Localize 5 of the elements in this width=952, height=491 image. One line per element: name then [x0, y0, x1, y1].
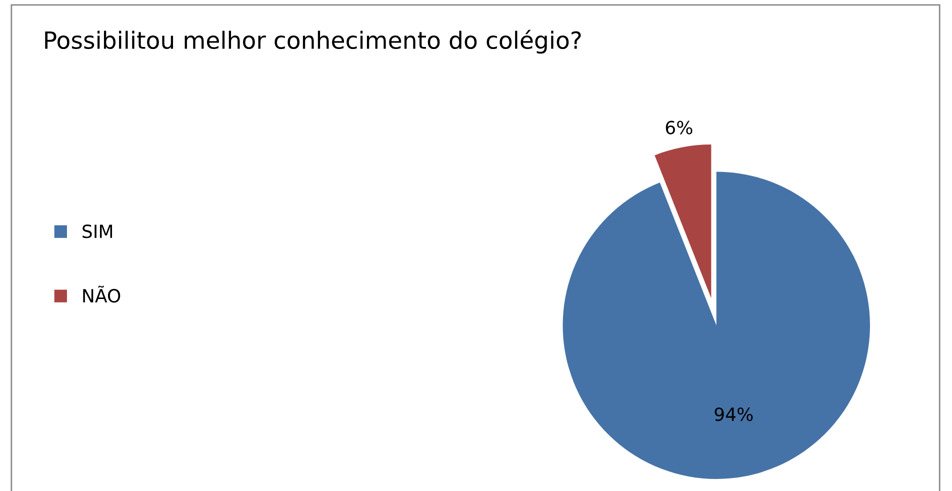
data-label: 94%	[714, 407, 753, 422]
chart-title: Possibilitou melhor conhecimento do colégio?	[45, 30, 581, 54]
legend-label: NÃO	[83, 286, 120, 303]
legend-label: SIM	[82, 224, 112, 238]
data-label: 6%	[666, 120, 692, 134]
